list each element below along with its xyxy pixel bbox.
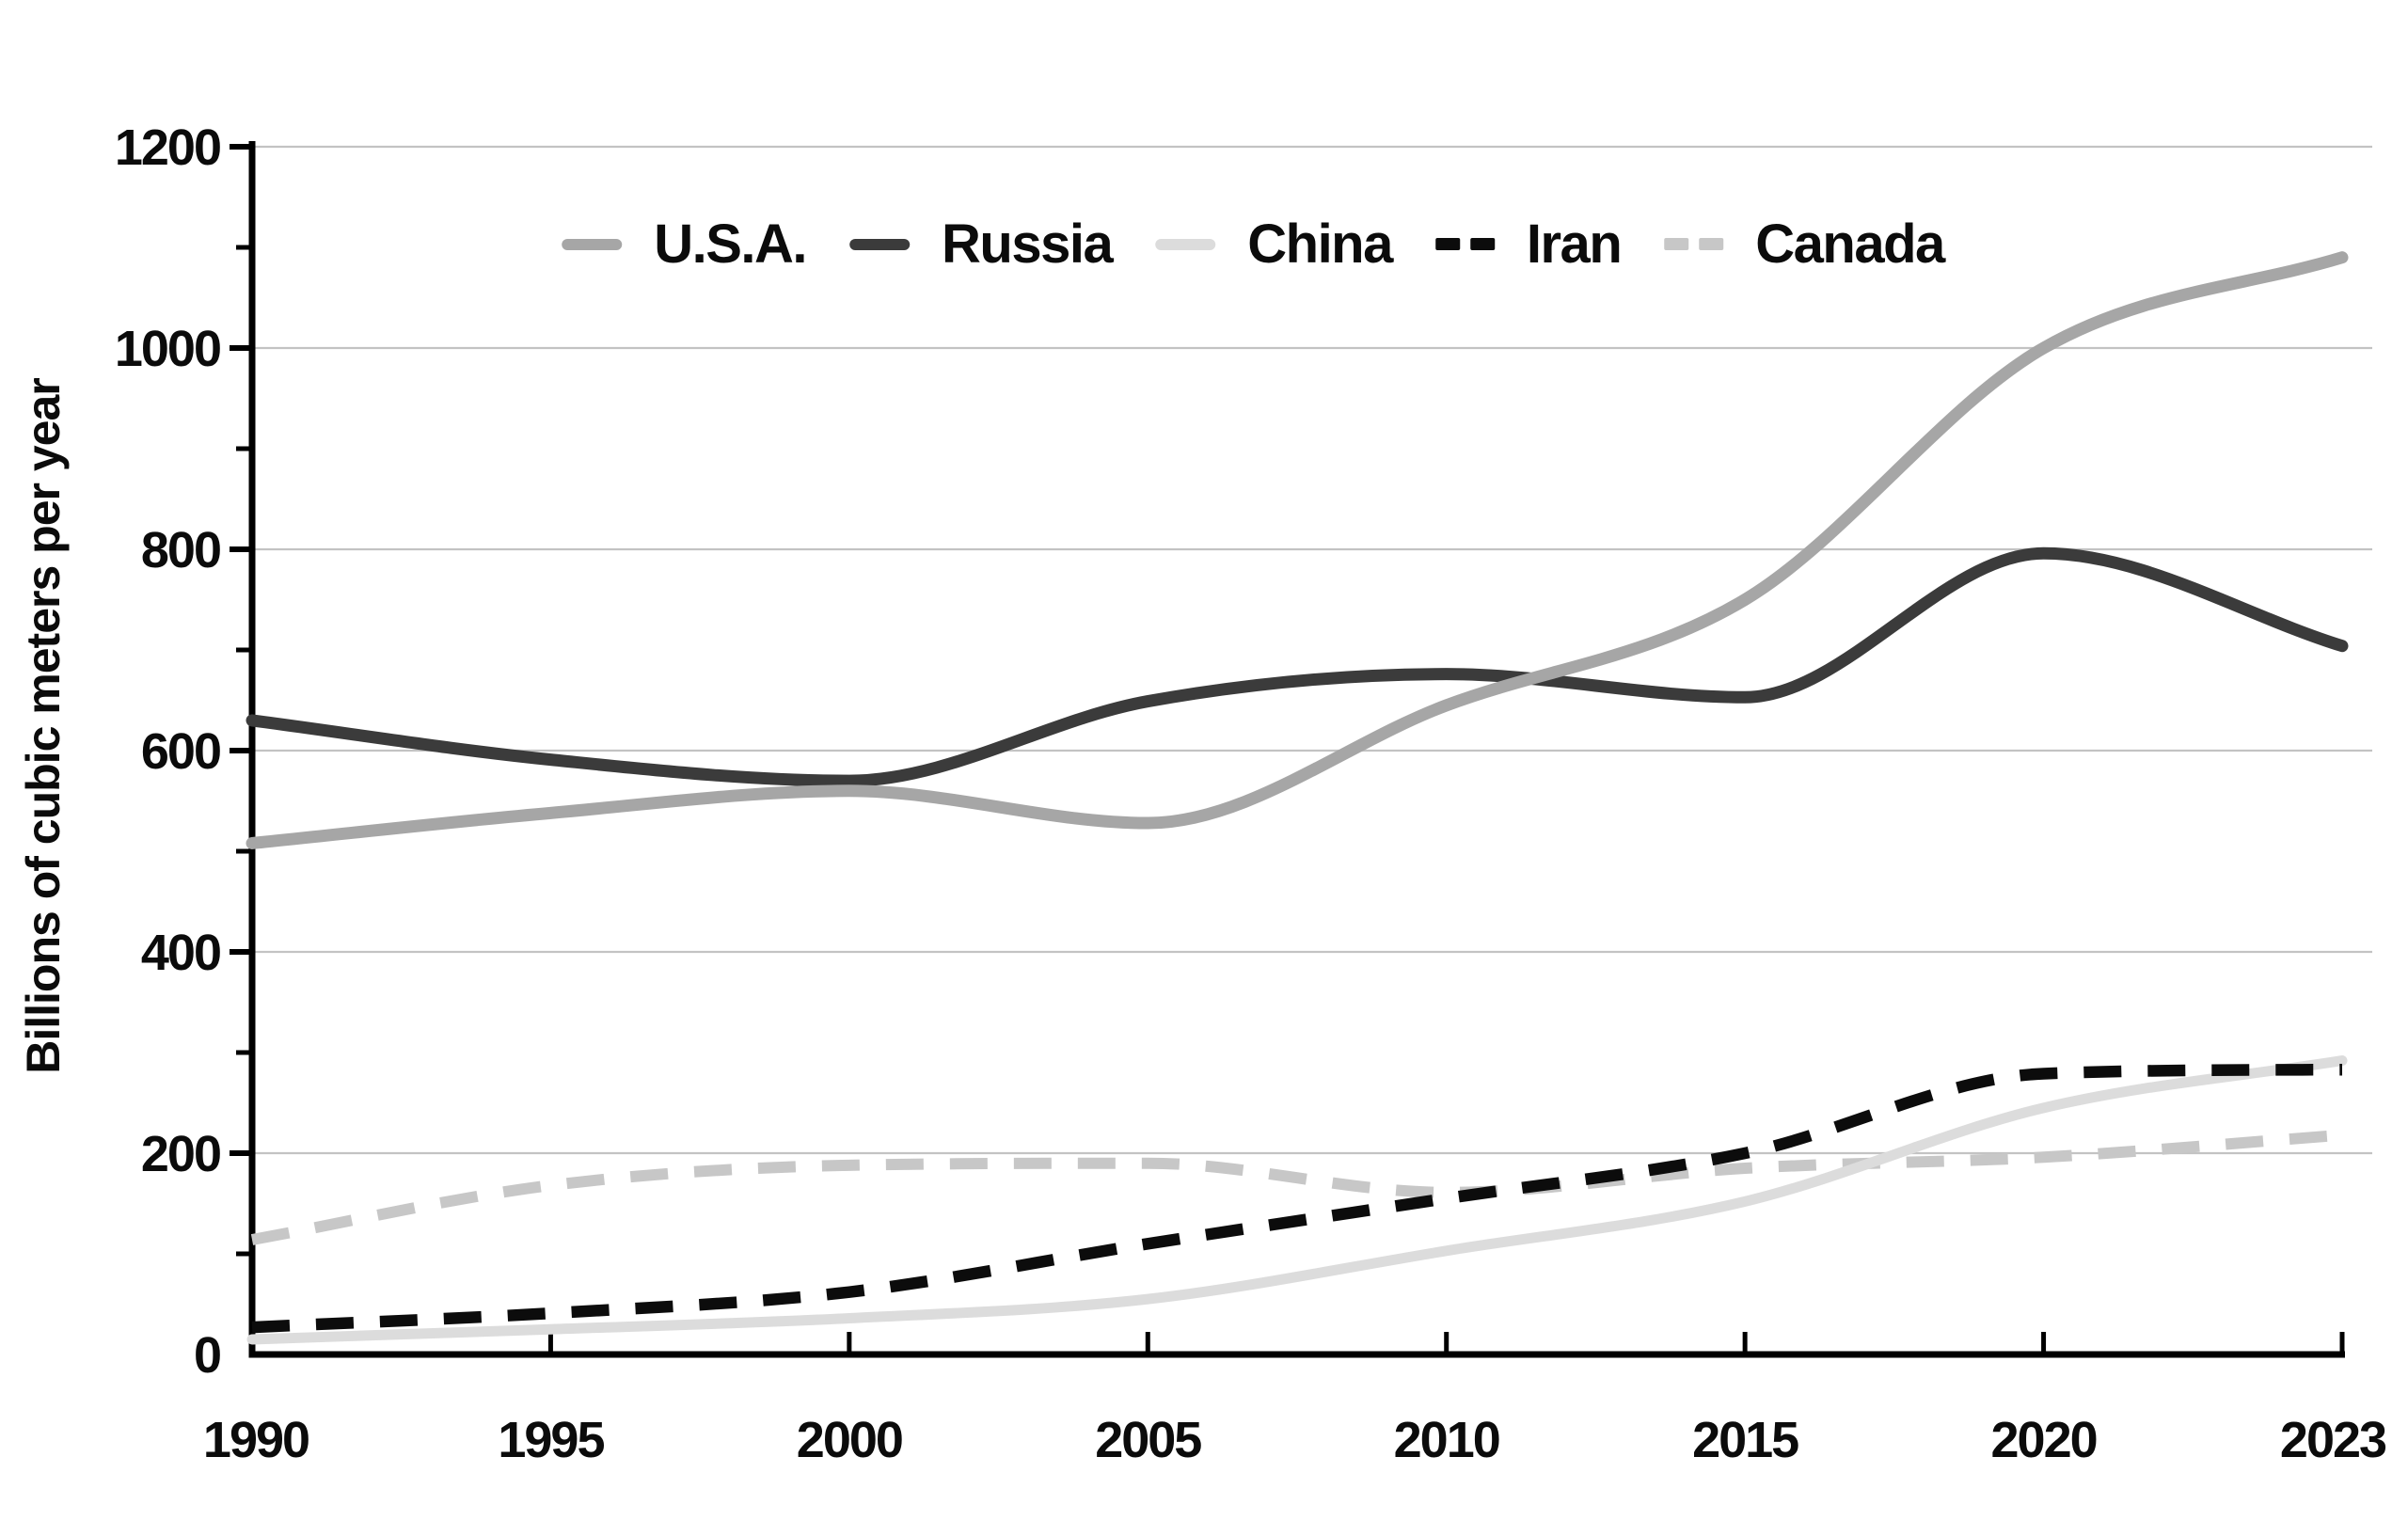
x-tick-label-2000: 2000 <box>797 1412 902 1468</box>
y-tick-label-0: 0 <box>194 1327 220 1384</box>
x-tick-label-2005: 2005 <box>1095 1412 1201 1468</box>
legend-label-china: China <box>1247 214 1393 275</box>
x-tick-label-2023: 2023 <box>2280 1412 2386 1468</box>
legend-swatch-russia-icon <box>849 238 911 250</box>
x-tick-label-2015: 2015 <box>1692 1412 1798 1468</box>
legend-swatch-usa-icon <box>562 238 623 250</box>
y-axis-title: Billions of cubic meters per year <box>17 378 70 1074</box>
x-tick-label-2010: 2010 <box>1394 1412 1499 1468</box>
y-tick-label-400: 400 <box>141 925 220 981</box>
series-line-iran <box>251 1063 2343 1334</box>
series-line-usa <box>246 251 2349 849</box>
legend-label-canada: Canada <box>1755 214 1945 275</box>
legend-label-russia: Russia <box>942 214 1114 275</box>
legend-item-usa: U.S.A. <box>562 213 808 276</box>
legend-item-china: China <box>1155 213 1393 276</box>
x-tick-label-1995: 1995 <box>498 1412 604 1468</box>
y-tick-label-800: 800 <box>141 522 220 578</box>
series-line-china <box>246 1055 2348 1345</box>
x-tick-label-1990: 1990 <box>203 1412 309 1468</box>
y-tick-label-200: 200 <box>141 1126 220 1182</box>
series-line-canada <box>250 1129 2343 1245</box>
legend-label-iran: Iran <box>1526 214 1623 275</box>
legend-label-usa: U.S.A. <box>654 214 807 275</box>
legend-swatch-china-icon <box>1155 238 1216 250</box>
legend-swatch-iran-icon <box>1434 238 1495 250</box>
y-tick-label-600: 600 <box>141 723 220 780</box>
legend-swatch-canada-icon <box>1664 238 1724 250</box>
legend: U.S.A. Russia China Iran Canada <box>562 213 1945 276</box>
legend-item-iran: Iran <box>1434 213 1623 276</box>
y-tick-label-1200: 1200 <box>115 119 220 176</box>
legend-item-canada: Canada <box>1664 213 1945 276</box>
x-tick-label-2020: 2020 <box>1991 1412 2097 1468</box>
y-tick-label-1000: 1000 <box>115 321 220 377</box>
series-line-russia <box>246 546 2349 787</box>
legend-item-russia: Russia <box>849 213 1114 276</box>
